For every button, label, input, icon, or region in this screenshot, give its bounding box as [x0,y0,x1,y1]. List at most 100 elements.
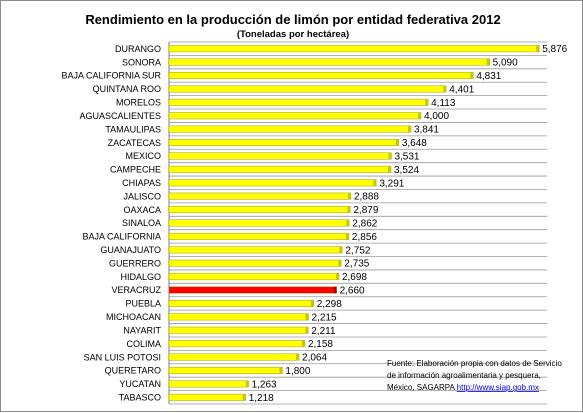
bar-michoacan [168,313,309,321]
category-label: CHIAPAS [122,178,161,188]
bar-end-cap [373,179,377,187]
bar-morelos [168,98,429,106]
chart-title: Rendimiento en la producción de limón po… [85,12,500,27]
value-label: 2,215 [312,312,337,323]
bar-sonora [168,58,490,66]
bar-end-cap [296,353,300,361]
category-label: MEXICO [125,151,161,161]
bar-end-cap [335,273,339,280]
category-label: OAXACA [123,205,161,215]
category-label: MICHOACAN [106,312,161,322]
category-label: VERACRUZ [111,285,161,295]
bar-baja-california-sur [168,72,474,79]
bar-jalisco [168,192,352,200]
bar-end-cap [333,286,337,294]
bar-baja-california [168,232,350,240]
bar-oaxaca [168,206,351,214]
category-label: JALISCO [123,191,161,201]
value-label: 2,211 [311,326,336,337]
category-label: SONORA [122,57,161,67]
category-label: PUEBLA [125,299,161,309]
source-note: Fuente: Elaboración propia con datos de … [387,359,562,392]
bar-end-cap [242,394,246,401]
bar-guerrero [168,259,342,267]
bar-end-cap [388,166,392,173]
category-label: QUINTANA ROO [93,84,161,94]
bar-end-cap [407,125,411,133]
bar-mexico [168,152,392,160]
value-label: 4,831 [476,71,501,82]
bar-end-cap [347,206,351,213]
bar-campeche [168,165,392,173]
value-label: 2,298 [317,299,342,310]
value-label: 2,752 [345,245,370,256]
value-label: 2,698 [342,272,367,283]
bar-end-cap [305,313,309,321]
category-label: ZACATECAS [108,138,161,148]
bar-end-cap [388,152,392,160]
value-label: 2,879 [353,205,378,216]
bar-end-cap [339,246,343,254]
bar-puebla [168,299,314,307]
bar-end-cap [301,340,305,347]
value-label: 5,876 [542,44,567,55]
source-line-3-text: México, SAGARPA [387,383,456,392]
category-label: DURANGO [115,44,161,54]
bar-hidalgo [168,273,340,281]
source-line-2: de información agroalimentaria y pesquer… [387,371,541,380]
value-label: 2,158 [308,339,333,350]
bar-quintana-roo [168,85,447,93]
bar-end-cap [470,72,474,79]
value-label: 4,000 [424,111,449,122]
bar-veracruz [168,286,337,294]
value-label: 2,856 [352,232,377,243]
bar-end-cap [279,367,283,374]
bar-sinaloa [168,219,350,227]
category-label: BAJA CALIFORNIA SUR [61,71,161,81]
category-label: MORELOS [116,98,161,108]
value-label: 2,862 [352,219,377,230]
category-label: TABASCO [119,392,161,402]
value-label: 1,263 [252,379,277,390]
bar-zacatecas [168,139,400,147]
bar-end-cap [425,99,429,106]
value-label: 2,660 [340,286,365,297]
value-label: 2,064 [302,353,327,364]
value-label: 3,531 [394,151,419,162]
value-label: 1,800 [285,366,310,377]
bar-end-cap [536,45,540,52]
bar-end-cap [347,192,351,200]
bar-end-cap [346,219,350,227]
value-label: 3,524 [394,165,419,176]
bar-chiapas [168,179,377,187]
category-label: GUERRERO [109,258,161,268]
bar-end-cap [395,139,399,146]
category-label: QUERETARO [105,366,161,376]
bar-aguascalientes [168,112,422,120]
source-line-3: México, SAGARPA http://www.siap.gob.mx [387,383,539,392]
bar-end-cap [443,85,447,93]
value-label: 3,648 [402,138,427,149]
category-label: COLIMA [126,339,161,349]
value-label: 1,218 [249,393,274,404]
category-label: SINALOA [122,218,161,228]
category-label: NAYARIT [123,325,161,335]
value-label: 4,113 [431,98,456,109]
source-line-1: Fuente: Elaboración propia con datos de … [387,359,562,368]
value-label: 3,291 [379,178,404,189]
value-label: 3,841 [414,125,439,136]
value-label: 5,090 [493,58,518,69]
chart-subtitle: (Toneladas por hectárea) [237,29,349,40]
source-link[interactable]: http://www.siap.gob.mx [457,383,539,392]
bar-tabasco [168,393,246,401]
bar-guanajuato [168,246,343,254]
bar-end-cap [245,380,249,388]
bar-yucatan [168,380,249,388]
bar-queretaro [168,367,283,374]
category-label: HIDALGO [120,272,161,282]
category-label: YUCATAN [119,379,161,389]
bar-end-cap [338,259,342,267]
value-label: 4,401 [449,84,474,95]
